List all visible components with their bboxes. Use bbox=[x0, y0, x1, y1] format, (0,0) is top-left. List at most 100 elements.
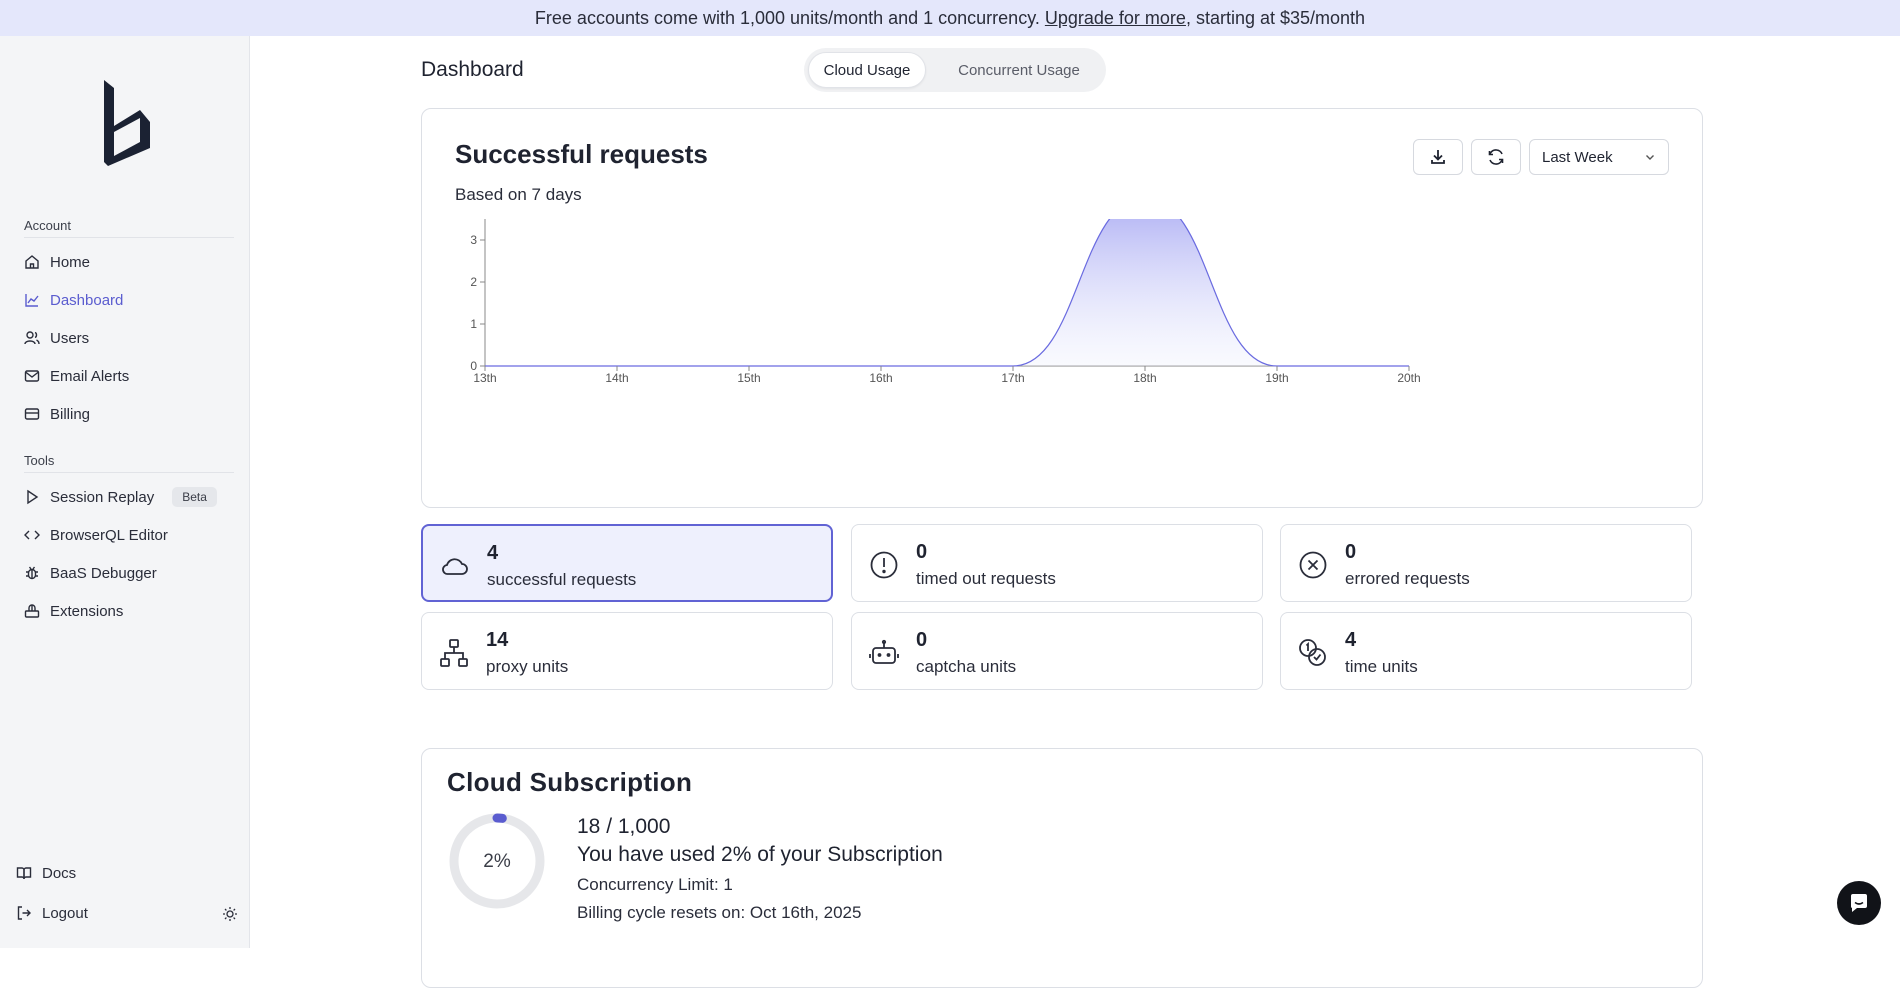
upgrade-banner: Free accounts come with 1,000 units/mont… bbox=[0, 0, 1900, 36]
chart-area bbox=[485, 219, 1409, 366]
main-content: Dashboard Cloud Usage Concurrent Usage S… bbox=[251, 36, 1900, 988]
sidebar-item-label: BrowserQL Editor bbox=[50, 526, 168, 544]
stat-label: time units bbox=[1345, 657, 1418, 676]
chart-line bbox=[484, 219, 1409, 367]
x-tick-label: 13th bbox=[473, 371, 496, 385]
usage-tabs: Cloud Usage Concurrent Usage bbox=[804, 48, 1106, 92]
credit-card-icon bbox=[24, 408, 40, 420]
sidebar-item-dashboard[interactable]: Dashboard bbox=[24, 285, 123, 315]
chevron-down-icon bbox=[1646, 155, 1654, 160]
sidebar-item-session-replay[interactable]: Session Replay Beta bbox=[24, 482, 217, 512]
sidebar-item-label: Logout bbox=[42, 904, 88, 922]
x-tick-label: 14th bbox=[605, 371, 628, 385]
stat-successful-requests[interactable]: 4 successful requests bbox=[421, 524, 833, 602]
range-select[interactable]: Last Week bbox=[1529, 139, 1669, 175]
bug-icon bbox=[26, 566, 38, 580]
stat-time-units[interactable]: 4 time units bbox=[1280, 612, 1692, 690]
chat-icon bbox=[1850, 894, 1867, 912]
sidebar: Account Home Dashboard Users Email Alert… bbox=[0, 36, 250, 948]
book-icon bbox=[16, 867, 32, 880]
tools-section-label: Tools bbox=[24, 453, 55, 468]
sidebar-item-users[interactable]: Users bbox=[24, 323, 89, 353]
sidebar-item-logout[interactable]: Logout bbox=[16, 898, 88, 928]
x-tick-label: 15th bbox=[737, 371, 760, 385]
sidebar-item-home[interactable]: Home bbox=[24, 247, 90, 277]
subscription-title: Cloud Subscription bbox=[447, 767, 693, 797]
tab-concurrent-usage[interactable]: Concurrent Usage bbox=[958, 61, 1080, 79]
stat-label: proxy units bbox=[486, 657, 569, 676]
banner-text: Free accounts come with 1,000 units/mont… bbox=[534, 7, 1040, 28]
network-icon bbox=[440, 639, 468, 667]
sidebar-item-label: Extensions bbox=[50, 602, 124, 620]
stat-timed-out-requests[interactable]: 0 timed out requests bbox=[851, 524, 1263, 602]
cloud-subscription-card: Cloud Subscription 2% 18 / 1,000 You hav… bbox=[421, 748, 1703, 988]
stat-label: captcha units bbox=[916, 657, 1017, 676]
beta-badge: Beta bbox=[172, 487, 217, 507]
stat-errored-requests[interactable]: 0 errored requests bbox=[1280, 524, 1692, 602]
x-tick-label: 19th bbox=[1265, 371, 1288, 385]
stat-captcha-units[interactable]: 0 captcha units bbox=[851, 612, 1263, 690]
sidebar-item-label: Email Alerts bbox=[50, 367, 130, 385]
y-tick-label: 2 bbox=[470, 275, 477, 289]
browserless-logo[interactable] bbox=[98, 80, 150, 166]
stat-value: 0 bbox=[916, 541, 928, 563]
stat-value: 4 bbox=[487, 542, 499, 564]
sidebar-item-browserql-editor[interactable]: BrowserQL Editor bbox=[24, 520, 168, 550]
stat-label: successful requests bbox=[487, 570, 637, 589]
sidebar-item-docs[interactable]: Docs bbox=[16, 858, 76, 888]
alert-circle-icon bbox=[870, 551, 898, 579]
sidebar-item-label: Docs bbox=[42, 864, 77, 882]
users-icon bbox=[24, 331, 40, 345]
stat-value: 14 bbox=[486, 629, 509, 651]
stat-label: timed out requests bbox=[916, 569, 1056, 588]
cloud-icon bbox=[442, 558, 468, 575]
sidebar-item-baas-debugger[interactable]: BaaS Debugger bbox=[24, 558, 157, 588]
account-divider bbox=[24, 237, 234, 238]
sidebar-item-extensions[interactable]: Extensions bbox=[24, 596, 123, 626]
stat-value: 0 bbox=[1345, 541, 1357, 563]
sidebar-item-email-alerts[interactable]: Email Alerts bbox=[24, 361, 129, 391]
stat-proxy-units[interactable]: 14 proxy units bbox=[421, 612, 833, 690]
sidebar-item-label: Dashboard bbox=[50, 291, 124, 309]
chart-subtitle: Based on 7 days bbox=[455, 185, 582, 204]
stat-value: 0 bbox=[916, 629, 928, 651]
refresh-button[interactable] bbox=[1471, 139, 1521, 175]
stat-label: errored requests bbox=[1345, 569, 1470, 588]
sun-icon[interactable] bbox=[222, 906, 238, 922]
usage-count: 18 / 1,000 bbox=[577, 815, 671, 838]
sidebar-item-label: BaaS Debugger bbox=[50, 564, 157, 582]
download-icon bbox=[1431, 150, 1445, 164]
upgrade-link[interactable]: Upgrade for more bbox=[1044, 7, 1186, 28]
chat-button[interactable] bbox=[1837, 881, 1881, 925]
download-button[interactable] bbox=[1413, 139, 1463, 175]
tab-cloud-usage[interactable]: Cloud Usage bbox=[808, 52, 926, 88]
chart-icon bbox=[25, 294, 39, 307]
sidebar-item-label: Session Replay bbox=[50, 488, 155, 506]
play-icon bbox=[27, 489, 39, 505]
sidebar-item-billing[interactable]: Billing bbox=[24, 399, 90, 429]
successful-requests-card: Successful requests Based on 7 days Last… bbox=[421, 108, 1703, 508]
mail-icon bbox=[24, 370, 40, 382]
sidebar-item-label: Home bbox=[50, 253, 91, 271]
logout-icon bbox=[17, 906, 31, 920]
y-tick-label: 0 bbox=[470, 359, 477, 373]
robot-icon bbox=[869, 639, 899, 664]
coins-icon bbox=[1299, 639, 1326, 666]
banner-suffix: , starting at $35/month bbox=[1185, 7, 1366, 28]
y-tick-label: 1 bbox=[470, 317, 477, 331]
home-icon bbox=[25, 255, 39, 269]
usage-ring: 2% bbox=[449, 813, 545, 909]
x-tick-label: 20th bbox=[1397, 371, 1420, 385]
page-title: Dashboard bbox=[421, 58, 524, 81]
extension-icon bbox=[24, 604, 40, 618]
chart-title: Successful requests bbox=[455, 139, 708, 169]
usage-percent: 2% bbox=[483, 851, 511, 872]
refresh-icon bbox=[1488, 149, 1504, 165]
code-icon bbox=[24, 530, 40, 540]
tools-divider bbox=[24, 472, 234, 473]
concurrency-limit: Concurrency Limit: 1 bbox=[577, 875, 733, 894]
requests-chart: 0123413th14th15th16th17th18th19th20th bbox=[470, 219, 1421, 385]
sidebar-item-label: Billing bbox=[50, 405, 91, 423]
x-tick-label: 17th bbox=[1001, 371, 1024, 385]
y-tick-label: 3 bbox=[470, 233, 477, 247]
